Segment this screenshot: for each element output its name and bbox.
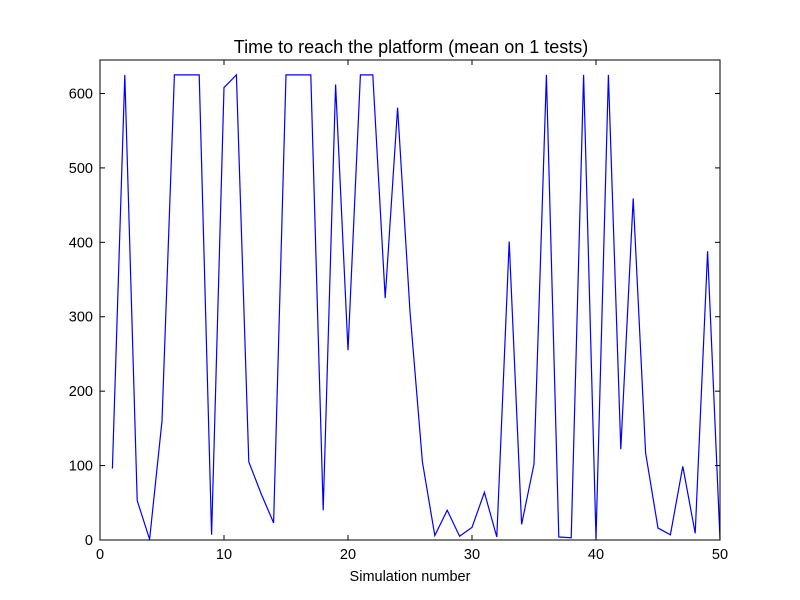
y-tick-label: 300 bbox=[69, 310, 93, 326]
series-line-0 bbox=[111, 73, 721, 540]
plot-frame bbox=[99, 59, 721, 541]
x-axis: 0 10 20 30 40 50 bbox=[96, 60, 728, 563]
y-tick-label: 600 bbox=[69, 86, 93, 102]
x-tick-label: 10 bbox=[216, 547, 232, 563]
x-tick-label: 20 bbox=[340, 547, 356, 563]
x-tick-label: 30 bbox=[464, 547, 480, 563]
chart-title: Time to reach the platform (mean on 1 te… bbox=[234, 37, 588, 57]
y-tick-label: 0 bbox=[85, 533, 93, 549]
y-axis: 0 100 200 300 400 500 600 bbox=[69, 86, 720, 549]
x-tick-label: 40 bbox=[588, 547, 604, 563]
y-tick-label: 200 bbox=[69, 384, 93, 400]
y-tick-label: 100 bbox=[69, 459, 93, 475]
plot-area bbox=[99, 59, 721, 541]
x-axis-label: Simulation number bbox=[350, 569, 471, 585]
y-tick-label: 400 bbox=[69, 235, 93, 251]
x-tick-label: 50 bbox=[712, 547, 728, 563]
y-tick-label: 500 bbox=[69, 161, 93, 177]
x-tick-label: 0 bbox=[96, 547, 104, 563]
